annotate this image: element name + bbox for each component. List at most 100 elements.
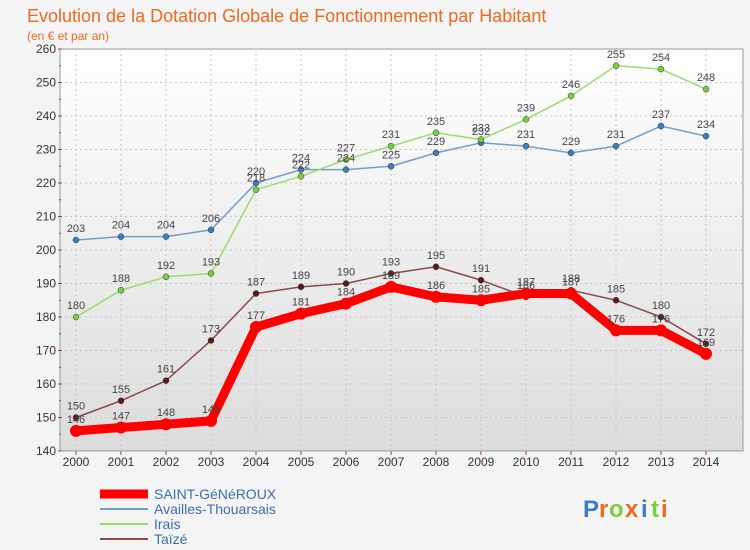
x-tick-label: 2009 [468, 455, 495, 469]
data-point [207, 226, 215, 234]
data-point [207, 270, 215, 277]
data-point [117, 233, 125, 240]
y-tick-label: 150 [36, 411, 56, 425]
data-label: 254 [652, 52, 670, 64]
data-point [702, 132, 710, 140]
x-tick-label: 2008 [423, 455, 450, 469]
data-point [567, 149, 575, 157]
data-point [432, 263, 440, 270]
data-label: 185 [472, 283, 490, 295]
legend: SAINT-GéNéROUXAvailles-ThouarsaisIraisTa… [100, 486, 277, 547]
x-tick-label: 2004 [243, 455, 270, 469]
data-point [387, 270, 395, 277]
x-tick-label: 2011 [558, 455, 584, 469]
data-label: 148 [157, 407, 175, 419]
data-point [522, 116, 530, 123]
data-point [342, 280, 350, 287]
data-label: 187 [562, 277, 580, 289]
x-tick-label: 2006 [333, 455, 360, 469]
data-point [612, 142, 620, 150]
data-label: 206 [202, 213, 220, 225]
data-label: 239 [517, 102, 535, 114]
data-point [387, 163, 395, 170]
data-label: 190 [337, 267, 355, 279]
x-tick-label: 2014 [693, 455, 720, 469]
data-label: 189 [292, 270, 310, 282]
data-label: 233 [472, 122, 490, 134]
y-tick-label: 190 [36, 277, 56, 291]
data-point [702, 340, 710, 348]
grid [60, 49, 743, 451]
watermark-letter: i [661, 496, 668, 523]
x-tick-label: 2002 [153, 455, 180, 469]
data-label: 181 [292, 297, 310, 309]
data-point [612, 62, 620, 69]
y-tick-label: 220 [36, 176, 56, 190]
data-point [252, 179, 260, 187]
watermark-letter: o [609, 496, 624, 523]
x-tick-label: 2005 [288, 455, 315, 469]
data-point [205, 414, 217, 427]
data-point [475, 294, 487, 307]
x-tick-label: 2000 [63, 455, 90, 469]
data-label: 232 [472, 126, 490, 138]
data-point [72, 236, 80, 244]
data-point [295, 307, 307, 320]
y-tick-label: 240 [36, 109, 56, 123]
axes: 140 150 160 170 180 190 200 210 220 230 240 250 260 2… [36, 42, 720, 469]
legend-label: SAINT-GéNéROUX [154, 486, 277, 502]
watermark-letter: t [651, 496, 659, 523]
data-label: 176 [607, 313, 625, 325]
data-label: 150 [67, 401, 85, 413]
data-point [567, 92, 575, 100]
data-point [117, 397, 125, 404]
data-label: 227 [337, 143, 355, 155]
legend-label: Taïzé [154, 531, 188, 547]
data-label: 246 [562, 79, 580, 91]
y-tick-label: 180 [36, 310, 56, 324]
y-tick-label: 160 [36, 377, 56, 391]
y-tick-label: 260 [36, 42, 56, 56]
data-point [522, 142, 530, 150]
data-label: 203 [67, 223, 85, 235]
data-point [657, 122, 665, 130]
data-point [70, 424, 82, 437]
x-tick-label: 2003 [198, 455, 225, 469]
data-label: 155 [112, 384, 130, 396]
data-label: 222 [292, 159, 310, 171]
data-point [162, 233, 170, 240]
data-label: 161 [157, 364, 175, 376]
data-label: 231 [607, 129, 625, 141]
x-tick-label: 2001 [108, 455, 135, 469]
watermark-letter: i [641, 496, 648, 523]
data-label: 185 [607, 283, 625, 295]
data-label: 189 [382, 270, 400, 282]
data-point [72, 414, 80, 421]
data-point [115, 421, 127, 434]
data-label: 192 [157, 260, 175, 272]
data-point [342, 156, 350, 163]
data-label: 188 [112, 273, 130, 285]
data-label: 237 [652, 109, 670, 121]
data-label: 186 [517, 280, 535, 292]
data-label: 173 [202, 323, 220, 335]
chart-subtitle: (en € et par an) [27, 29, 109, 43]
data-label: 187 [517, 277, 535, 289]
y-tick-label: 170 [36, 344, 56, 358]
data-label: 225 [382, 149, 400, 161]
data-point [610, 324, 622, 337]
y-tick-label: 250 [36, 76, 56, 90]
data-point [297, 173, 305, 180]
data-point [477, 136, 485, 143]
data-label: 186 [427, 280, 445, 292]
data-point [700, 347, 712, 360]
y-tick-label: 230 [36, 143, 56, 157]
data-point [657, 313, 665, 321]
data-point [340, 297, 352, 310]
data-point [117, 286, 125, 294]
data-point [252, 290, 260, 297]
data-label: 188 [562, 273, 580, 285]
y-tick-label: 140 [36, 444, 56, 458]
y-tick-label: 210 [36, 210, 56, 224]
